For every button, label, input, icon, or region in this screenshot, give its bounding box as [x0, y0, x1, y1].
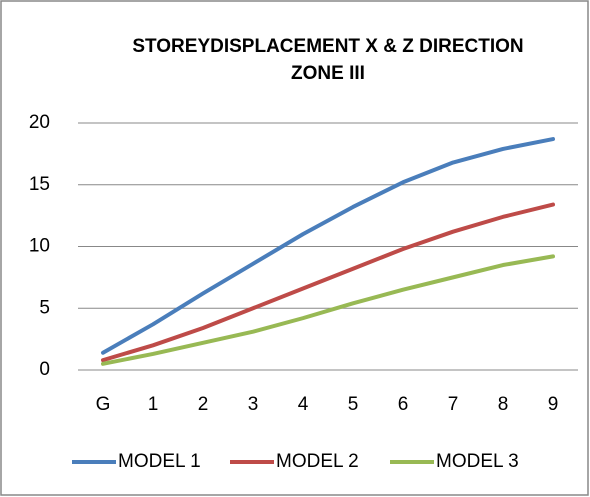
x-tick-label: 2 [198, 394, 209, 415]
x-tick-label: 9 [548, 394, 559, 415]
legend-label: MODEL 3 [436, 451, 519, 472]
legend-label: MODEL 1 [118, 451, 201, 472]
y-tick-label: 15 [29, 174, 50, 195]
x-tick-label: 5 [348, 394, 359, 415]
chart-title: ZONE III [291, 63, 365, 84]
x-tick-label: G [96, 394, 111, 415]
y-tick-label: 5 [39, 297, 50, 318]
x-tick-label: 1 [148, 394, 159, 415]
y-tick-label: 10 [29, 236, 50, 257]
legend-label: MODEL 2 [276, 451, 359, 472]
y-tick-label: 0 [39, 359, 50, 380]
y-tick-label: 20 [29, 112, 50, 133]
series-line [101, 254, 555, 366]
chart-title: STOREYDISPLACEMENT X & Z DIRECTION [132, 36, 523, 57]
x-tick-label: 6 [398, 394, 409, 415]
series-line [101, 137, 555, 355]
x-tick-label: 7 [448, 394, 459, 415]
series-line [101, 202, 555, 363]
x-tick-label: 3 [248, 394, 259, 415]
x-tick-label: 4 [298, 394, 309, 415]
x-tick-label: 8 [498, 394, 509, 415]
